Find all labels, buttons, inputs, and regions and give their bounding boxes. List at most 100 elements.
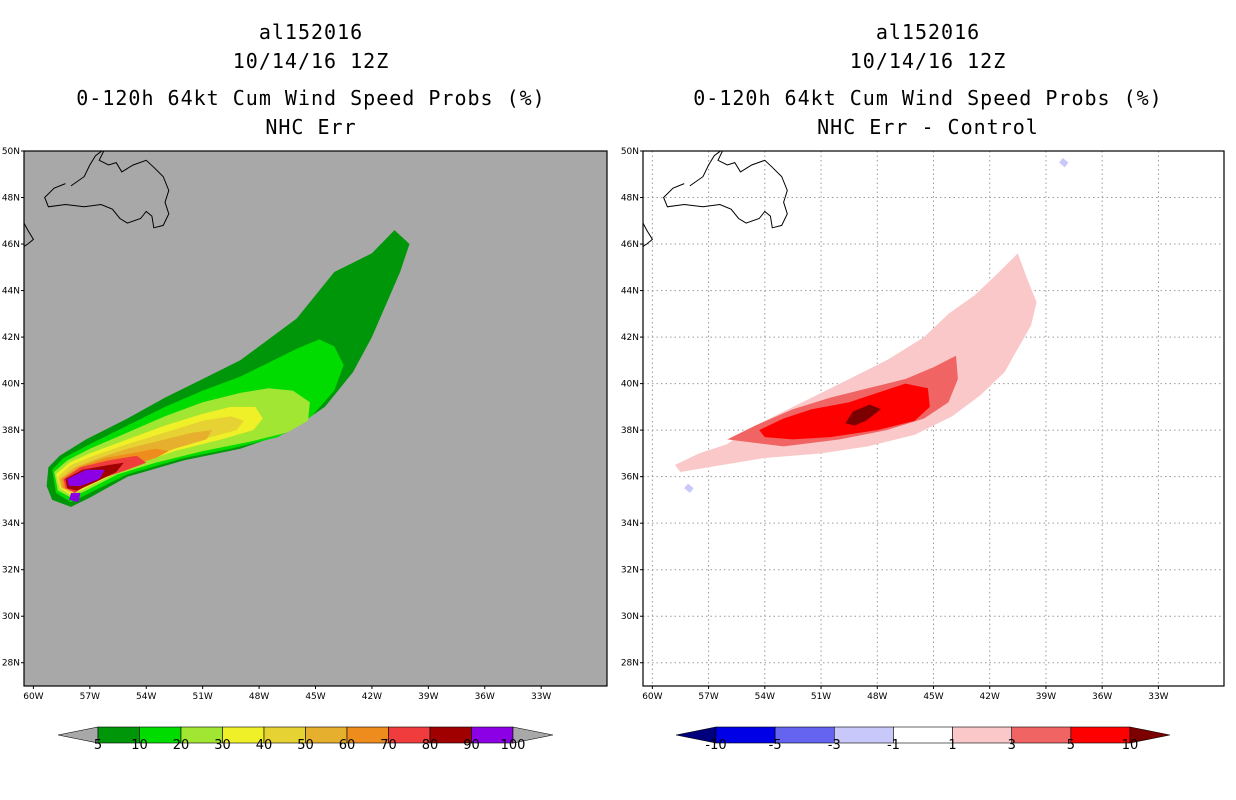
colorbar-left: 5 10 20 30 40 50 60 70 80 90 100	[57, 726, 554, 753]
colorbar-label: 100	[501, 738, 526, 753]
contour-1	[674, 253, 1037, 472]
contour-90	[67, 469, 105, 486]
right-cycle: 10/14/16 12Z	[849, 49, 1007, 73]
x-tick-label: 48W	[867, 692, 887, 702]
left-cycle: 10/14/16 12Z	[232, 49, 390, 73]
y-tick-label: 48N	[621, 194, 639, 204]
colorbar-label: 30	[214, 738, 231, 753]
y-tick-label: 36N	[2, 473, 20, 483]
x-tick-label: 42W	[362, 692, 382, 702]
y-tick-label: 38N	[2, 426, 20, 436]
right-panel-title: al152016 10/14/16 12Z 0-120h 64kt Cum Wi…	[648, 18, 1208, 142]
left-panel-title: al152016 10/14/16 12Z 0-120h 64kt Cum Wi…	[31, 18, 591, 142]
colorbar-high-extension	[512, 726, 554, 744]
y-tick-label: 46N	[621, 240, 639, 250]
y-tick-label: 44N	[2, 287, 20, 297]
colorbar-label: 40	[256, 738, 273, 753]
colorbar-label: -3	[828, 738, 841, 753]
y-tick-label: 48N	[2, 194, 20, 204]
colorbar-label: 5	[94, 738, 102, 753]
x-tick-label: 33W	[1148, 692, 1168, 702]
x-tick-label: 39W	[1036, 692, 1056, 702]
left-title: 0-120h 64kt Cum Wind Speed Probs (%)	[76, 86, 546, 110]
colorbar-label: 90	[463, 738, 480, 753]
contour--1	[1059, 158, 1069, 168]
colorbar-box	[833, 726, 894, 744]
colorbar-label: 50	[297, 738, 314, 753]
y-tick-label: 36N	[621, 473, 639, 483]
x-tick-label: 51W	[192, 692, 212, 702]
contour-group	[24, 151, 410, 507]
colorbar-label: 5	[1067, 738, 1075, 753]
y-tick-label: 40N	[621, 380, 639, 390]
y-tick-label: 50N	[621, 147, 639, 157]
x-tick-label: 54W	[136, 692, 156, 702]
colorbar-label: 1	[948, 738, 956, 753]
y-tick-label: 32N	[2, 566, 20, 576]
x-tick-label: 45W	[923, 692, 943, 702]
panel-left: 60W 57W 54W 51W 48W 45W 42W 39W 36W 33W 50N 48N 46N 4…	[2, 147, 608, 702]
y-tick-label: 46N	[2, 240, 20, 250]
y-tick-label: 42N	[621, 333, 639, 343]
x-tick-label: 36W	[475, 692, 495, 702]
coastline	[643, 222, 654, 247]
x-tick-label: 51W	[811, 692, 831, 702]
y-tick-label: 30N	[2, 612, 20, 622]
contour--1	[684, 483, 694, 493]
y-tick-label: 50N	[2, 147, 20, 157]
colorbar-label: 3	[1008, 738, 1016, 753]
y-tick-label: 32N	[621, 566, 639, 576]
contour-5	[759, 383, 930, 440]
x-tick-label: 39W	[418, 692, 438, 702]
x-tick-label: 60W	[23, 692, 43, 702]
plot-background	[24, 151, 607, 686]
x-tick-label: 33W	[531, 692, 551, 702]
x-tick-label: 48W	[249, 692, 269, 702]
y-tick-label: 38N	[621, 426, 639, 436]
right-subtitle: NHC Err - Control	[817, 115, 1039, 139]
coastline	[44, 151, 170, 229]
contour-group	[643, 151, 1069, 493]
left-subtitle: NHC Err	[265, 115, 357, 139]
x-tick-label: 57W	[698, 692, 718, 702]
colorbar-box	[1011, 726, 1072, 744]
x-tick-label: 36W	[1092, 692, 1112, 702]
colorbar-label: 70	[380, 738, 397, 753]
colorbar-label: -10	[705, 738, 726, 753]
y-tick-label: 42N	[2, 333, 20, 343]
x-tick-label: 45W	[305, 692, 325, 702]
colorbar-high-extension	[1129, 726, 1171, 744]
colorbar-label: -1	[887, 738, 900, 753]
right-title: 0-120h 64kt Cum Wind Speed Probs (%)	[693, 86, 1163, 110]
colorbar-box	[774, 726, 835, 744]
contour-90	[69, 492, 81, 503]
colorbar-box	[952, 726, 1013, 744]
x-tick-label: 57W	[80, 692, 100, 702]
colorbar-label: 10	[131, 738, 148, 753]
y-tick-label: 34N	[2, 519, 20, 529]
x-tick-label: 54W	[755, 692, 775, 702]
y-tick-label: 28N	[2, 659, 20, 669]
y-tick-label: 40N	[2, 380, 20, 390]
left-storm-id: al152016	[258, 20, 364, 44]
colorbar-label: -5	[769, 738, 782, 753]
colorbar-box	[893, 726, 953, 744]
colorbar-label: 10	[1122, 738, 1139, 753]
x-tick-label: 42W	[980, 692, 1000, 702]
x-tick-label: 60W	[642, 692, 662, 702]
y-tick-label: 44N	[621, 287, 639, 297]
y-tick-label: 34N	[621, 519, 639, 529]
right-storm-id: al152016	[875, 20, 981, 44]
colorbar-label: 80	[422, 738, 439, 753]
panel-right: 60W 57W 54W 51W 48W 45W 42W 39W 36W 33W 50N 48N 46N 4…	[621, 147, 1225, 702]
y-tick-label: 30N	[621, 612, 639, 622]
y-tick-label: 28N	[621, 659, 639, 669]
contour-10	[845, 404, 881, 426]
colorbar-label: 20	[173, 738, 190, 753]
coastline	[24, 222, 35, 247]
colorbar-label: 60	[339, 738, 356, 753]
colorbar-low-extension	[57, 726, 99, 744]
coastline	[663, 151, 788, 229]
colorbar-right: -10 -5 -3 -1 1 3 5 10	[675, 726, 1171, 753]
